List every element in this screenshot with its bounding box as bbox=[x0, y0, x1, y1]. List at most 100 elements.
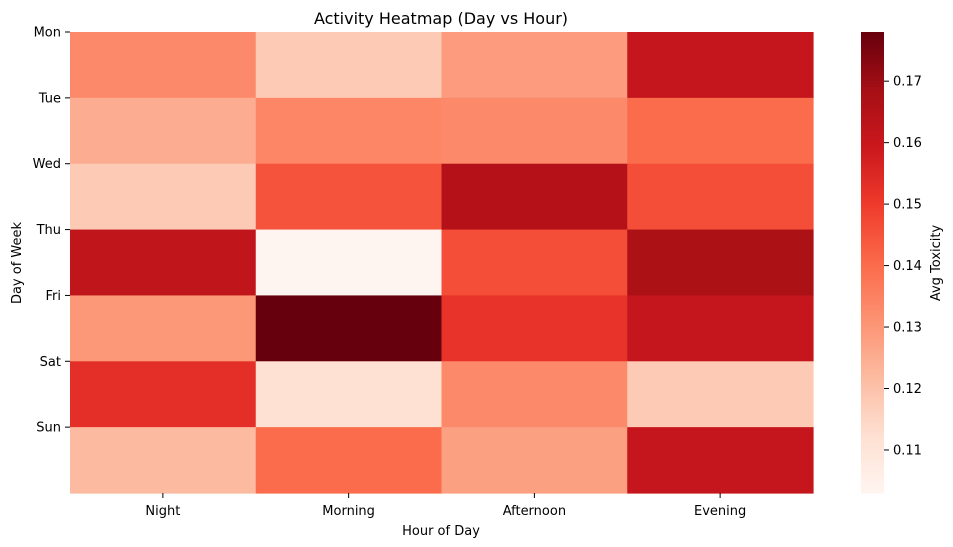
colorbar-segment bbox=[861, 351, 884, 356]
heatmap-cell bbox=[441, 361, 628, 428]
colorbar-segment bbox=[861, 66, 884, 71]
colorbar-segment bbox=[861, 343, 884, 347]
colorbar-segment bbox=[861, 132, 884, 137]
colorbar-segment bbox=[861, 484, 884, 488]
colorbar-segment bbox=[861, 150, 884, 154]
colorbar-segment bbox=[861, 72, 884, 76]
colorbar-segment bbox=[861, 124, 884, 128]
colorbar-segment bbox=[861, 60, 884, 65]
colorbar-segment bbox=[861, 265, 884, 269]
colorbar-segment bbox=[861, 392, 884, 396]
colorbar-segment bbox=[861, 83, 884, 88]
colorbar-segment bbox=[861, 92, 884, 96]
colorbar-segment bbox=[861, 429, 884, 434]
colorbar-segment bbox=[861, 86, 884, 91]
colorbar-segment bbox=[861, 109, 884, 114]
colorbar-segment bbox=[861, 317, 884, 321]
colorbar-segment bbox=[861, 478, 884, 483]
colorbar-segment bbox=[861, 475, 884, 480]
colorbar-segment bbox=[861, 144, 884, 148]
heatmap-cell bbox=[441, 229, 628, 297]
x-tick-label: Morning bbox=[322, 504, 375, 519]
colorbar-segment bbox=[861, 253, 884, 258]
x-tick-label: Evening bbox=[694, 504, 746, 519]
x-tick-label: Night bbox=[145, 504, 180, 519]
colorbar-segment bbox=[861, 69, 884, 73]
colorbar-segment bbox=[861, 49, 884, 53]
colorbar-segment bbox=[861, 279, 884, 284]
colorbar-segment bbox=[861, 129, 884, 134]
colorbar-segment bbox=[861, 395, 884, 399]
heatmap-cell bbox=[255, 361, 443, 428]
colorbar-segment bbox=[861, 63, 884, 68]
colorbar-segment bbox=[861, 331, 884, 336]
y-tick-label: Tue bbox=[38, 91, 61, 106]
colorbar-tick-label: 0.15 bbox=[893, 198, 922, 213]
colorbar-segment bbox=[861, 32, 884, 36]
y-tick-label: Sat bbox=[40, 355, 61, 370]
colorbar-segment bbox=[861, 297, 884, 301]
heatmap-cell bbox=[441, 32, 628, 99]
y-tick-label: Sun bbox=[36, 421, 61, 436]
colorbar-segment bbox=[861, 455, 884, 460]
heatmap-cell bbox=[70, 427, 257, 494]
colorbar-segment bbox=[861, 236, 884, 241]
colorbar-segment bbox=[861, 89, 884, 94]
colorbar-segment bbox=[861, 380, 884, 385]
colorbar-segment bbox=[861, 294, 884, 298]
colorbar-segment bbox=[861, 248, 884, 252]
colorbar-label: Avg Toxicity bbox=[929, 225, 944, 302]
heatmap-cell bbox=[255, 163, 443, 231]
colorbar-segment bbox=[861, 222, 884, 226]
colorbar-segment bbox=[861, 274, 884, 278]
heatmap-cell bbox=[441, 427, 628, 494]
heatmap-cell bbox=[70, 229, 257, 297]
colorbar-segment bbox=[861, 409, 884, 413]
colorbar-segment bbox=[861, 141, 884, 145]
colorbar-segment bbox=[861, 420, 884, 425]
heatmap-cells bbox=[70, 32, 814, 494]
heatmap-cell bbox=[255, 97, 443, 165]
colorbar-segment bbox=[861, 467, 884, 471]
colorbar-segment bbox=[861, 216, 884, 220]
colorbar-segment bbox=[861, 444, 884, 448]
colorbar-segment bbox=[861, 418, 884, 422]
colorbar-tick-label: 0.12 bbox=[893, 382, 922, 397]
colorbar-segment bbox=[861, 400, 884, 405]
colorbar-segment bbox=[861, 127, 884, 131]
colorbar-segment bbox=[861, 34, 884, 39]
colorbar-segment bbox=[861, 423, 884, 428]
colorbar-segment bbox=[861, 40, 884, 45]
colorbar-segment bbox=[861, 397, 884, 402]
heatmap-cell bbox=[255, 295, 443, 362]
colorbar-segment bbox=[861, 242, 884, 246]
colorbar-segment bbox=[861, 121, 884, 125]
heatmap-cell bbox=[441, 163, 628, 231]
y-axis-label: Day of Week bbox=[10, 221, 25, 304]
colorbar-segment bbox=[861, 245, 884, 249]
colorbar-segment bbox=[861, 138, 884, 143]
colorbar-segment bbox=[861, 481, 884, 485]
heatmap-cell bbox=[255, 427, 443, 494]
colorbar-segment bbox=[861, 181, 884, 186]
colorbar-segment bbox=[861, 80, 884, 85]
heatmap-cell bbox=[70, 32, 257, 99]
colorbar-segment bbox=[861, 449, 884, 454]
colorbar-segment bbox=[861, 178, 884, 183]
colorbar-segment bbox=[861, 199, 884, 203]
colorbar-segment bbox=[861, 288, 884, 292]
colorbar-tick-label: 0.13 bbox=[893, 321, 922, 336]
colorbar-segment bbox=[861, 46, 884, 50]
colorbar-segment bbox=[861, 167, 884, 171]
colorbar-segment bbox=[861, 415, 884, 419]
y-axis-ticks: Mon Tue Wed Thu Fri Sat Sun bbox=[33, 26, 70, 436]
colorbar-segment bbox=[861, 386, 884, 390]
colorbar-segment bbox=[861, 403, 884, 408]
colorbar-segment bbox=[861, 271, 884, 275]
heatmap-cell bbox=[255, 32, 443, 99]
colorbar-tick-label: 0.16 bbox=[893, 136, 922, 151]
colorbar-segment bbox=[861, 464, 884, 468]
colorbar-segment bbox=[861, 161, 884, 166]
x-axis-label: Hour of Day bbox=[402, 524, 480, 539]
